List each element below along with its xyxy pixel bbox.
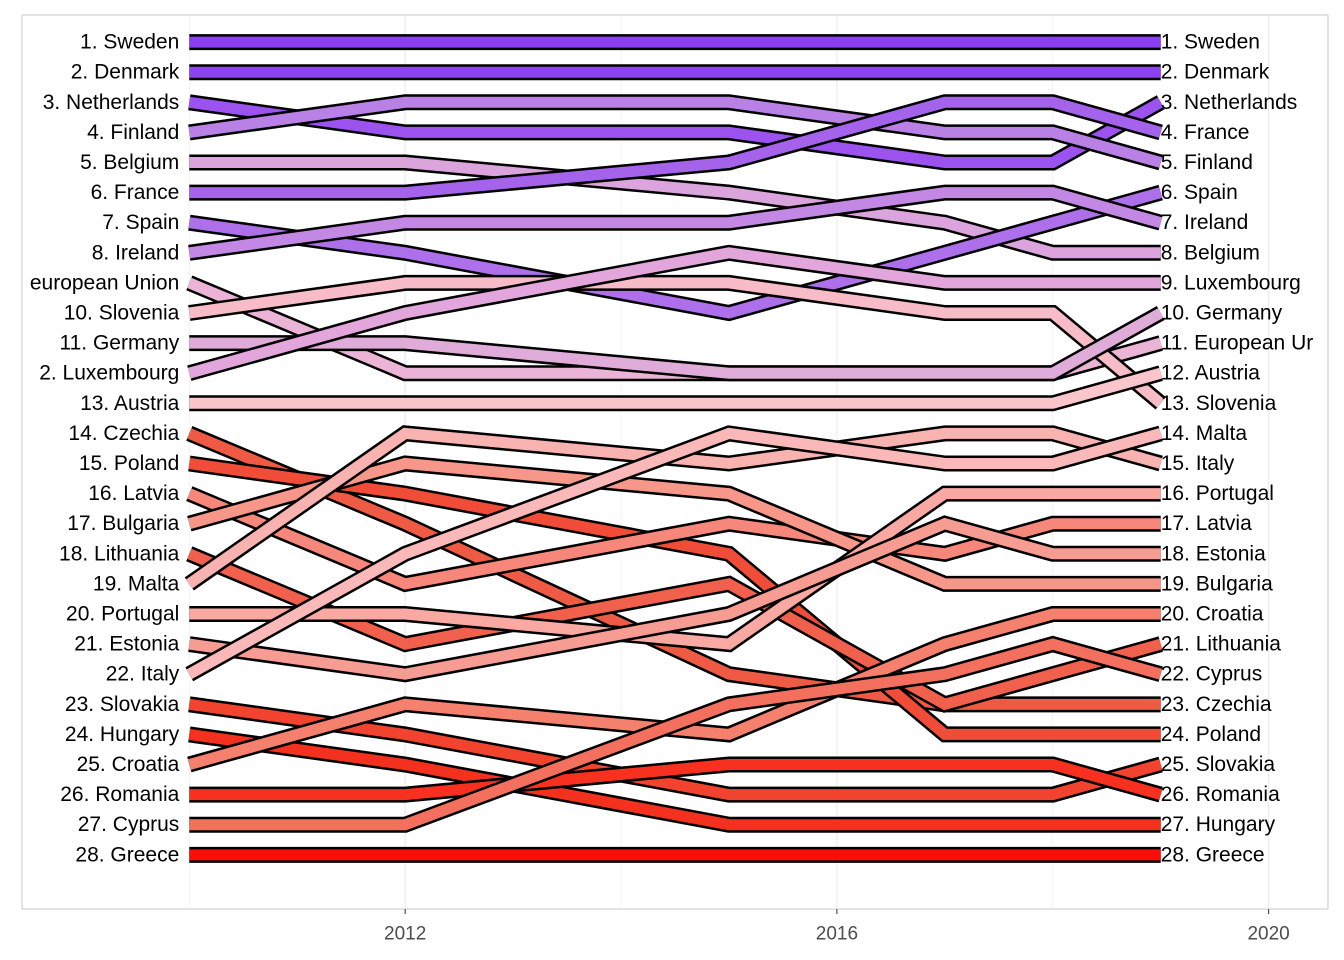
right-label-12-austria: 12. Austria	[1161, 362, 1261, 385]
left-label-2-luxembourg: 2. Luxembourg	[39, 362, 179, 385]
right-label-1-sweden: 1. Sweden	[1161, 31, 1260, 54]
series-line-romania	[189, 759, 1163, 801]
right-rank-labels: 1. Sweden 2. Denmark 3. Netherlands 4. Fran…	[1161, 31, 1314, 867]
left-label-10-slovenia: 10. Slovenia	[64, 302, 180, 325]
right-label-15-italy: 15. Italy	[1161, 452, 1235, 475]
series-slovenia	[188, 274, 1166, 410]
left-label-15-poland: 15. Poland	[79, 452, 179, 475]
right-label-11-european-ur: 11. European Ur	[1161, 332, 1314, 355]
left-label-24-hungary: 24. Hungary	[65, 723, 180, 746]
left-label-18-lithuania: 18. Lithuania	[59, 542, 180, 565]
series-slovakia	[188, 696, 1163, 803]
left-rank-labels: 1. Sweden 2. Denmark 3. Netherlands 4. Finl…	[30, 31, 180, 867]
right-label-10-germany: 10. Germany	[1161, 302, 1283, 325]
series-line-hungary	[188, 728, 1161, 831]
left-label-14-czechia: 14. Czechia	[68, 422, 179, 445]
series-lithuania	[186, 546, 1163, 713]
left-label-23-slovakia: 23. Slovakia	[65, 693, 180, 716]
series-line-germany	[189, 308, 1164, 379]
left-label-25-croatia: 25. Croatia	[77, 753, 180, 776]
left-label-4-finland: 4. Finland	[87, 121, 179, 144]
right-label-5-finland: 5. Finland	[1161, 151, 1253, 174]
series-cyprus	[189, 635, 1163, 833]
left-label-13-austria: 13. Austria	[80, 392, 180, 415]
series-line-cyprus	[189, 638, 1163, 831]
left-label-22-italy: 22. Italy	[106, 663, 180, 686]
series-italy	[185, 425, 1163, 682]
left-label-7-spain: 7. Spain	[102, 211, 179, 234]
right-label-25-slovakia: 25. Slovakia	[1161, 753, 1276, 776]
series-line-lithuania	[187, 548, 1163, 711]
series-line-slovakia	[188, 698, 1163, 801]
right-label-8-belgium: 8. Belgium	[1161, 241, 1260, 264]
left-label-11-germany: 11. Germany	[59, 332, 179, 355]
series-spain	[188, 184, 1163, 322]
right-label-18-estonia: 18. Estonia	[1161, 542, 1266, 565]
series-line-france	[189, 96, 1163, 199]
right-label-20-croatia: 20. Croatia	[1161, 603, 1264, 626]
left-label-26-romania: 26. Romania	[60, 783, 179, 806]
right-label-26-romania: 26. Romania	[1161, 783, 1280, 806]
right-label-14-malta: 14. Malta	[1161, 422, 1248, 445]
left-label-5-belgium: 5. Belgium	[80, 151, 179, 174]
right-label-2-denmark: 2. Denmark	[1161, 61, 1270, 84]
x-tick-label-2020: 2020	[1247, 924, 1289, 945]
rank-lines	[184, 34, 1166, 863]
right-label-17-latvia: 17. Latvia	[1161, 512, 1252, 535]
series-austria	[189, 365, 1163, 412]
left-label-8-ireland: 8. Ireland	[92, 241, 180, 264]
series-finland	[188, 94, 1163, 171]
right-label-27-hungary: 27. Hungary	[1161, 813, 1276, 836]
series-france	[189, 94, 1163, 201]
series-line-netherlands	[188, 96, 1164, 168]
series-estonia	[188, 515, 1161, 683]
right-label-21-lithuania: 21. Lithuania	[1161, 633, 1282, 656]
series-line-bulgaria	[187, 457, 1161, 590]
right-label-3-netherlands: 3. Netherlands	[1161, 91, 1298, 114]
left-label-3-netherlands: 3. Netherlands	[43, 91, 180, 114]
right-label-22-cyprus: 22. Cyprus	[1161, 663, 1263, 686]
series-line-luxembourg	[187, 247, 1161, 379]
right-label-7-ireland: 7. Ireland	[1161, 211, 1249, 234]
left-label-2-denmark: 2. Denmark	[71, 61, 180, 84]
series-germany	[189, 306, 1165, 382]
series-line-austria	[189, 367, 1163, 409]
series-line-italy	[186, 427, 1163, 680]
series-line-estonia	[188, 517, 1161, 680]
left-label-27-cyprus: 27. Cyprus	[78, 813, 180, 836]
left-label-20-portugal: 20. Portugal	[66, 603, 179, 626]
left-label-european-union: european Union	[30, 271, 179, 294]
left-label-16-latvia: 16. Latvia	[88, 482, 179, 505]
left-label-1-sweden: 1. Sweden	[80, 31, 179, 54]
left-label-17-bulgaria: 17. Bulgaria	[67, 512, 179, 535]
series-line-finland	[188, 96, 1163, 168]
right-label-9-luxembourg: 9. Luxembourg	[1161, 271, 1301, 294]
series-hungary	[188, 726, 1161, 833]
right-label-28-greece: 28. Greece	[1161, 843, 1265, 866]
x-tick-label-2012: 2012	[384, 924, 426, 945]
right-label-24-poland: 24. Poland	[1161, 723, 1261, 746]
left-label-21-estonia: 21. Estonia	[74, 633, 179, 656]
left-label-19-malta: 19. Malta	[93, 572, 180, 595]
x-tick-label-2016: 2016	[816, 924, 858, 945]
right-label-16-portugal: 16. Portugal	[1161, 482, 1274, 505]
series-ireland	[188, 184, 1163, 261]
right-label-19-bulgaria: 19. Bulgaria	[1161, 572, 1273, 595]
right-label-13-slovenia: 13. Slovenia	[1161, 392, 1277, 415]
series-line-ireland	[188, 187, 1163, 259]
series-line-slovenia	[188, 277, 1165, 408]
right-label-4-france: 4. France	[1161, 121, 1250, 144]
series-romania	[189, 756, 1163, 803]
series-netherlands	[188, 94, 1165, 171]
x-axis: 2012 2016 2020	[384, 909, 1290, 945]
left-label-28-greece: 28. Greece	[75, 843, 179, 866]
series-bulgaria	[187, 455, 1161, 592]
right-label-6-spain: 6. Spain	[1161, 181, 1238, 204]
right-label-23-czechia: 23. Czechia	[1161, 693, 1272, 716]
left-label-6-france: 6. France	[91, 181, 180, 204]
series-line-spain	[188, 187, 1163, 319]
series-luxembourg	[187, 244, 1161, 381]
